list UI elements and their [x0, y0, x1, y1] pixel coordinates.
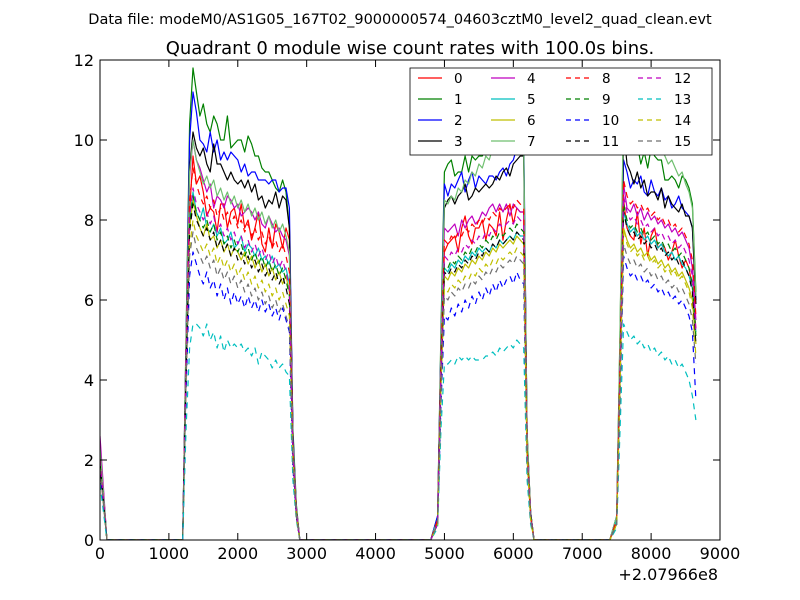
y-tick-label: 0 [84, 531, 94, 550]
legend-label-2: 2 [454, 113, 463, 129]
x-axis-offset-label: +2.07966e8 [618, 565, 718, 584]
legend-label-0: 0 [454, 71, 463, 87]
y-tick-label: 6 [84, 291, 94, 310]
y-tick-label: 10 [74, 131, 94, 150]
legend-label-4: 4 [527, 71, 536, 87]
chart-title: Quadrant 0 module wise count rates with … [166, 38, 655, 59]
x-tick-label: 3000 [286, 544, 327, 563]
series-line-6 [100, 199, 697, 540]
x-tick-label: 7000 [562, 544, 603, 563]
series-line-3 [100, 127, 697, 540]
legend-label-13: 13 [674, 92, 691, 108]
series-layer [100, 67, 697, 540]
series-line-15 [100, 231, 697, 540]
legend-label-10: 10 [602, 113, 619, 129]
series-line-14 [100, 219, 697, 540]
legend-label-12: 12 [674, 71, 691, 87]
x-tick-label: 4000 [355, 544, 396, 563]
series-line-9 [100, 195, 697, 540]
chart-suptitle: Data file: modeM0/AS1G05_167T02_90000005… [88, 12, 712, 28]
x-tick-label: 8000 [631, 544, 672, 563]
legend-label-1: 1 [454, 92, 463, 108]
y-tick-label: 8 [84, 211, 94, 230]
series-line-5 [100, 191, 697, 540]
legend-box [409, 67, 713, 156]
series-line-8 [100, 167, 697, 540]
series-line-13 [100, 323, 697, 540]
legend-label-5: 5 [527, 92, 536, 108]
x-tick-label: 0 [95, 544, 105, 563]
x-axis: 0 1000 2000 3000 4000 5000 6000 7000 8000 9000 [95, 60, 740, 563]
legend-label-6: 6 [527, 113, 536, 129]
legend-label-14: 14 [674, 113, 691, 129]
legend-label-7: 7 [527, 134, 536, 150]
x-tick-label: 6000 [493, 544, 534, 563]
series-line-2 [100, 91, 697, 540]
x-tick-label: 9000 [700, 544, 741, 563]
x-tick-label: 5000 [424, 544, 465, 563]
legend-label-8: 8 [602, 71, 611, 87]
y-tick-label: 2 [84, 451, 94, 470]
series-line-0 [100, 155, 697, 540]
y-tick-label: 4 [84, 371, 94, 390]
x-tick-label: 2000 [217, 544, 258, 563]
legend-label-11: 11 [602, 134, 619, 150]
series-line-12 [100, 187, 697, 540]
legend-label-3: 3 [454, 134, 463, 150]
y-tick-label: 12 [74, 51, 94, 70]
x-tick-label: 1000 [149, 544, 190, 563]
series-line-11 [100, 203, 697, 540]
legend-label-15: 15 [674, 134, 691, 150]
series-line-10 [100, 251, 697, 540]
legend-label-9: 9 [602, 92, 611, 108]
